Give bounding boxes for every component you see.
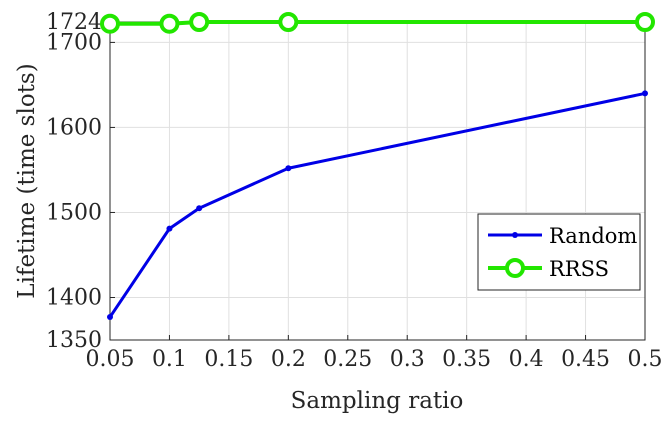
legend-label-random: Random: [549, 224, 637, 248]
legend-marker-random: [512, 232, 518, 238]
y-tick-label: 1400: [46, 285, 102, 310]
y-tick-label: 1350: [46, 328, 102, 353]
y-tick-label: 1500: [46, 200, 102, 225]
y-axis-label: Lifetime (time slots): [14, 63, 40, 298]
x-tick-label: 0.3: [390, 347, 425, 372]
legend: Random RRSS: [477, 213, 641, 291]
x-tick-label: 0.2: [271, 347, 306, 372]
data-point-random: [642, 90, 648, 97]
x-tick-label: 0.4: [509, 347, 544, 372]
y-tick-label: 1600: [46, 115, 102, 140]
x-tick-label: 0.45: [561, 347, 610, 372]
x-tick-label: 0.15: [204, 347, 253, 372]
x-tick-label: 0.05: [86, 347, 135, 372]
legend-marker-rrss: [505, 258, 525, 278]
y-tick-label: 1724: [46, 10, 102, 35]
x-axis-ticks: 0.05 0.1 0.15 0.2 0.25 0.3 0.35 0.4 0.45 0.5: [86, 335, 663, 372]
data-point-random: [285, 165, 292, 172]
legend-box: [477, 213, 641, 291]
y-tick-label: 1700: [46, 30, 102, 55]
x-axis-label: Sampling ratio: [291, 388, 464, 414]
x-tick-label: 0.5: [628, 347, 663, 372]
series-markers: [100, 12, 655, 321]
legend-label-rrss: RRSS: [549, 257, 609, 281]
data-point-rrss: [189, 12, 210, 32]
x-tick-label: 0.25: [323, 347, 372, 372]
data-point-random: [166, 225, 173, 232]
x-tick-label: 0.1: [152, 347, 187, 372]
data-point-rrss: [100, 13, 120, 34]
data-point-rrss: [159, 13, 180, 34]
data-point-random: [107, 314, 113, 321]
data-point-rrss: [278, 12, 299, 32]
data-point-rrss: [635, 12, 655, 32]
plot-background: [110, 22, 645, 340]
data-point-random: [196, 205, 203, 212]
x-tick-label: 0.35: [442, 347, 491, 372]
